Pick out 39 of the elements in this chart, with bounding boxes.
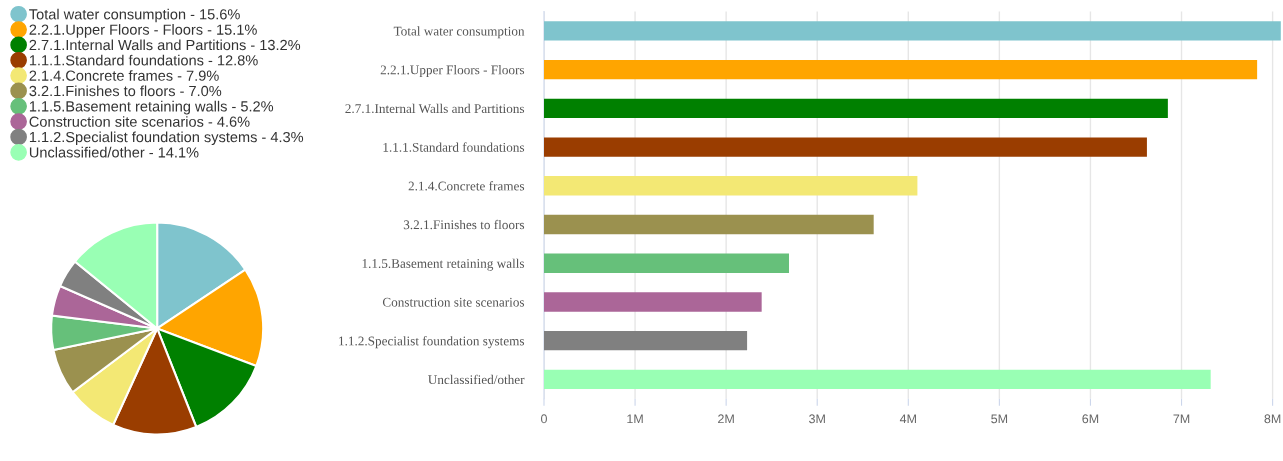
y-tick-label: 2.7.1.Internal Walls and Partitions — [345, 103, 525, 114]
x-tick-label: 0 — [541, 414, 547, 424]
x-tick-label: 3M — [809, 414, 825, 424]
bar — [543, 137, 1147, 157]
legend-label: Construction site scenarios - 4.6% — [29, 116, 250, 127]
bar — [543, 214, 874, 235]
legend-label: 2.1.4.Concrete frames - 7.9% — [29, 70, 219, 81]
legend-label: 1.1.2.Specialist foundation systems - 4.3% — [29, 131, 304, 146]
bar — [543, 98, 1168, 119]
x-tick-label: 1M — [627, 414, 643, 424]
bar — [543, 369, 1211, 390]
x-tick-label: 8M — [1264, 414, 1281, 424]
bar — [543, 21, 1281, 41]
x-tick-label: 5M — [991, 414, 1008, 424]
y-tick-label: Construction site scenarios — [382, 297, 525, 307]
y-tick-label: 2.1.4.Concrete frames — [408, 181, 525, 191]
x-tick-label: 7M — [1173, 414, 1190, 424]
y-tick-label: 3.2.1.Finishes to floors — [403, 219, 525, 230]
x-tick-label: 2M — [718, 414, 734, 424]
legend-label: 3.2.1.Finishes to floors - 7.0% — [29, 85, 222, 97]
y-tick-label: 1.1.1.Standard foundations — [383, 142, 525, 152]
bar — [543, 331, 748, 351]
bar — [543, 253, 789, 273]
bar — [543, 292, 762, 312]
y-tick-label: 1.1.5.Basement retaining walls — [362, 258, 525, 271]
y-tick-label: 2.2.1.Upper Floors - Floors — [380, 65, 525, 77]
x-tick-label: 6M — [1082, 414, 1099, 424]
y-tick-label: Total water consumption — [393, 26, 525, 39]
legend-label: 1.1.1.Standard foundations - 12.8% — [29, 54, 258, 66]
legend-label: Total water consumption - 15.6% — [29, 8, 240, 23]
legend-label: Unclassified/other - 14.1% — [29, 146, 199, 158]
y-tick-label: 1.1.2.Specialist foundation systems — [339, 336, 525, 349]
x-tick-label: 4M — [899, 414, 916, 424]
legend-label: 2.7.1.Internal Walls and Partitions - 13.2% — [29, 39, 301, 51]
legend-label: 1.1.5.Basement retaining walls - 5.2% — [29, 100, 274, 115]
bar — [543, 59, 1258, 80]
legend-label: 2.2.1.Upper Floors - Floors - 15.1% — [29, 24, 257, 38]
bar — [543, 176, 918, 196]
y-tick-label: Unclassified/other — [428, 374, 525, 385]
